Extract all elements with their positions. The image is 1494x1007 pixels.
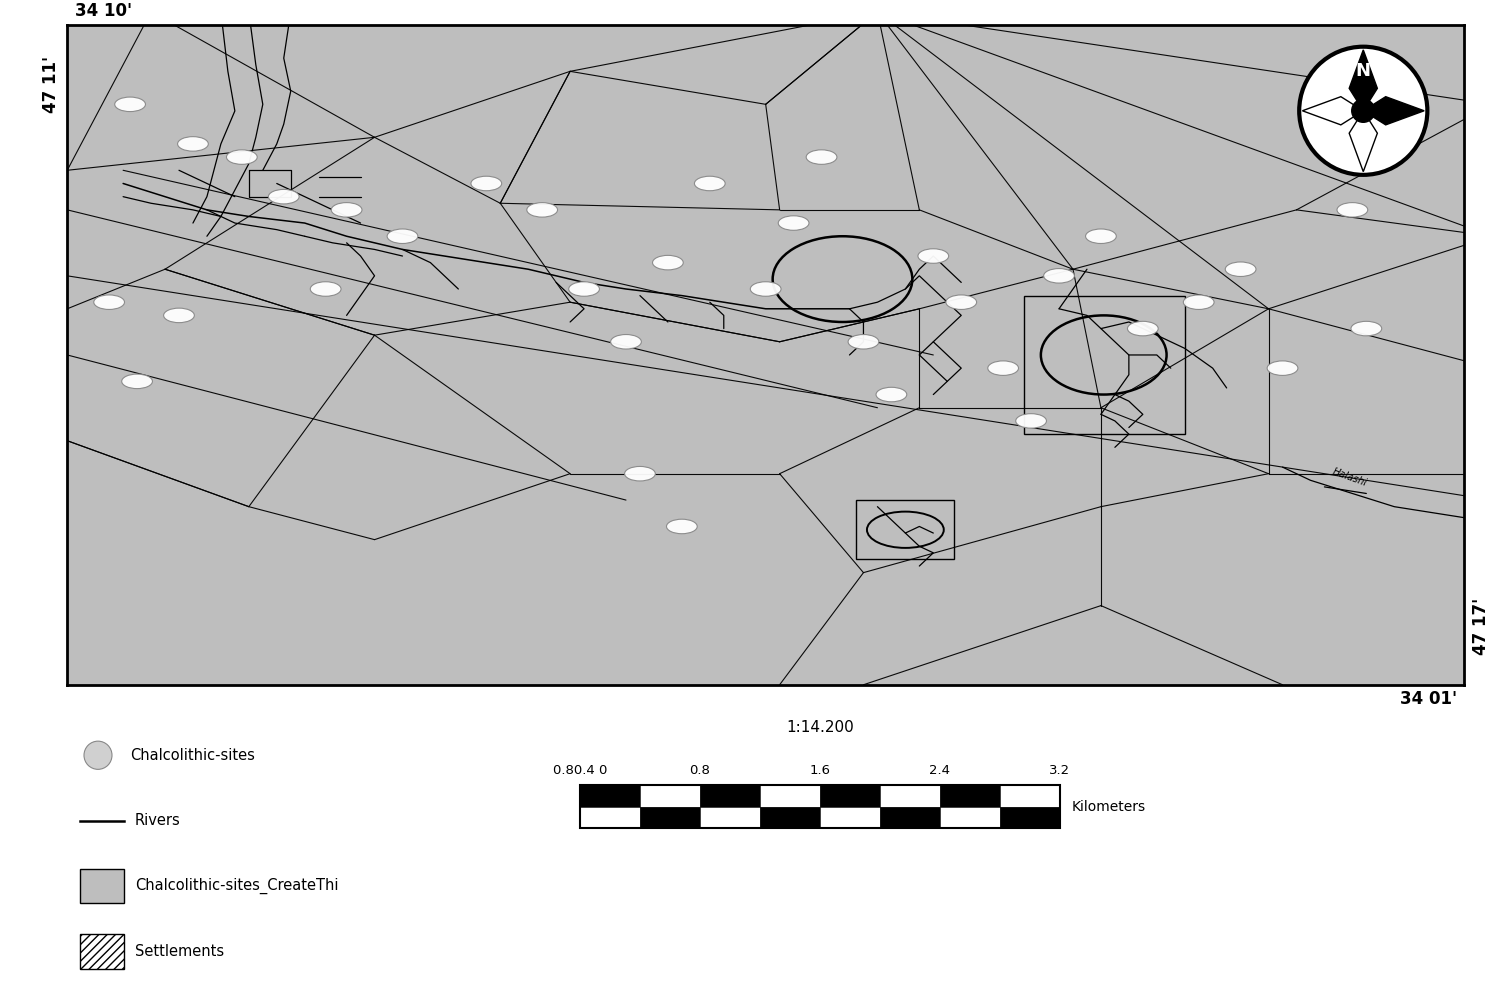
Text: Kilometers: Kilometers (1073, 800, 1146, 814)
Polygon shape (1303, 97, 1363, 125)
Circle shape (778, 215, 808, 231)
Bar (856, 500, 955, 560)
Bar (999, 785, 1061, 807)
Circle shape (611, 334, 641, 349)
Bar (701, 785, 760, 807)
Bar (820, 807, 880, 828)
Circle shape (227, 150, 257, 164)
Circle shape (750, 282, 781, 296)
Circle shape (849, 334, 878, 349)
Circle shape (1267, 361, 1298, 376)
Bar (639, 785, 701, 807)
Circle shape (946, 295, 977, 309)
Circle shape (988, 361, 1019, 376)
Text: 2.4: 2.4 (929, 764, 950, 776)
Circle shape (666, 520, 698, 534)
Circle shape (269, 189, 299, 204)
Text: Settlements: Settlements (134, 945, 224, 959)
Circle shape (807, 150, 837, 164)
Bar (81, 869, 124, 903)
Circle shape (917, 249, 949, 263)
Bar (81, 934, 124, 969)
Circle shape (84, 741, 112, 769)
Text: 34 10': 34 10' (75, 2, 131, 20)
Text: 47 11': 47 11' (42, 55, 60, 113)
Text: Halashi: Halashi (1331, 466, 1369, 487)
Circle shape (695, 176, 725, 190)
Circle shape (527, 202, 557, 218)
Circle shape (164, 308, 194, 322)
Bar (580, 807, 639, 828)
Text: 34 01': 34 01' (1400, 690, 1457, 708)
Text: Rivers: Rivers (134, 814, 181, 828)
Bar (639, 807, 701, 828)
Circle shape (1337, 202, 1367, 218)
Circle shape (387, 229, 418, 244)
Bar (999, 807, 1061, 828)
Circle shape (1300, 46, 1427, 175)
Text: N: N (1355, 62, 1371, 80)
Polygon shape (1349, 50, 1377, 111)
Bar (760, 785, 820, 807)
Bar (940, 807, 999, 828)
Text: 47 17': 47 17' (1472, 597, 1490, 655)
Circle shape (653, 256, 683, 270)
Text: 1.6: 1.6 (810, 764, 831, 776)
Circle shape (1128, 321, 1158, 336)
Polygon shape (1349, 111, 1377, 171)
Bar (760, 807, 820, 828)
Text: 3.2: 3.2 (1049, 764, 1071, 776)
Circle shape (1086, 229, 1116, 244)
Circle shape (569, 282, 599, 296)
Circle shape (1044, 269, 1074, 283)
Circle shape (1183, 295, 1215, 309)
Circle shape (1225, 262, 1256, 277)
Circle shape (471, 176, 502, 190)
Text: 0.80.4 0: 0.80.4 0 (553, 764, 607, 776)
Text: Chalcolithic-sites_CreateThi: Chalcolithic-sites_CreateThi (134, 878, 339, 894)
Circle shape (94, 295, 124, 309)
Circle shape (624, 466, 656, 481)
Bar (820, 785, 880, 807)
Circle shape (121, 374, 152, 389)
Circle shape (1351, 321, 1382, 336)
Text: 0.8: 0.8 (690, 764, 711, 776)
Circle shape (875, 388, 907, 402)
Bar (880, 785, 940, 807)
Text: 1:14.200: 1:14.200 (786, 720, 855, 734)
Bar (701, 807, 760, 828)
Bar (1023, 296, 1185, 434)
Bar (580, 785, 639, 807)
Circle shape (1352, 100, 1374, 122)
Circle shape (332, 202, 362, 218)
Circle shape (311, 282, 341, 296)
Bar (940, 785, 999, 807)
Polygon shape (1363, 97, 1424, 125)
Circle shape (115, 97, 145, 112)
Circle shape (178, 137, 208, 151)
Text: Chalcolithic-sites: Chalcolithic-sites (130, 748, 255, 762)
Bar (880, 807, 940, 828)
Bar (580, 785, 1061, 828)
Circle shape (1016, 414, 1046, 428)
